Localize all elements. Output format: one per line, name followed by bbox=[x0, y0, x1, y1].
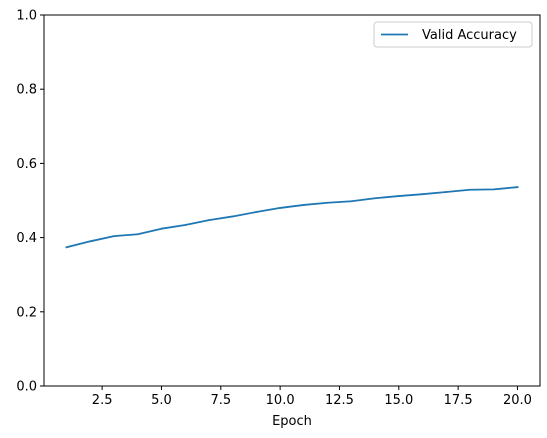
data-point bbox=[421, 193, 424, 196]
x-tick-label: 15.0 bbox=[384, 393, 413, 408]
data-point bbox=[89, 240, 92, 243]
x-axis-label: Epoch bbox=[272, 414, 312, 429]
x-tick-label: 17.5 bbox=[444, 393, 473, 408]
x-tick-label: 2.5 bbox=[92, 393, 113, 408]
axes-frame bbox=[43, 14, 541, 387]
data-point bbox=[255, 211, 258, 213]
y-tick-label: 0.4 bbox=[16, 231, 37, 246]
data-point bbox=[184, 224, 187, 226]
plot-area bbox=[44, 15, 540, 386]
x-tick-label: 7.5 bbox=[210, 393, 231, 408]
data-point bbox=[302, 204, 305, 206]
data-point bbox=[374, 197, 376, 200]
data-point bbox=[397, 195, 400, 197]
data-point bbox=[231, 215, 234, 218]
y-tick-label: 0.6 bbox=[16, 157, 37, 172]
data-point bbox=[279, 207, 282, 209]
data-point bbox=[492, 188, 495, 191]
series-line-0 bbox=[65, 186, 519, 249]
data-point bbox=[160, 227, 163, 230]
data-point bbox=[326, 201, 329, 204]
data-point bbox=[65, 246, 68, 249]
legend-box bbox=[373, 21, 533, 48]
plot-background bbox=[44, 15, 540, 386]
y-tick-label: 0.8 bbox=[16, 83, 37, 98]
data-point bbox=[350, 200, 353, 203]
y-tick-label: 0.0 bbox=[16, 380, 37, 395]
legend-label: Valid Accuracy bbox=[422, 28, 517, 43]
axes-spines bbox=[43, 14, 541, 387]
legend: Valid Accuracy bbox=[373, 21, 533, 48]
x-tick-label: 12.5 bbox=[325, 393, 354, 408]
data-point bbox=[113, 235, 115, 238]
data-point bbox=[469, 188, 471, 191]
data-point bbox=[208, 219, 210, 222]
x-tick-label: 20.0 bbox=[503, 393, 532, 408]
data-point bbox=[516, 186, 519, 189]
y-tick-label: 0.2 bbox=[16, 305, 37, 320]
x-axis-ticks: 2.5 5.0 7.5 10.0 12.5 15.0 17.5 20.0 bbox=[92, 386, 532, 408]
data-point bbox=[445, 191, 448, 193]
data-point bbox=[136, 233, 139, 236]
y-tick-label: 1.0 bbox=[16, 9, 37, 24]
y-axis-ticks: 0.0 0.2 0.4 0.6 0.8 1.0 bbox=[16, 9, 44, 395]
series-layer bbox=[65, 186, 519, 249]
x-tick-label: 5.0 bbox=[151, 393, 172, 408]
x-tick-label: 10.0 bbox=[266, 393, 295, 408]
